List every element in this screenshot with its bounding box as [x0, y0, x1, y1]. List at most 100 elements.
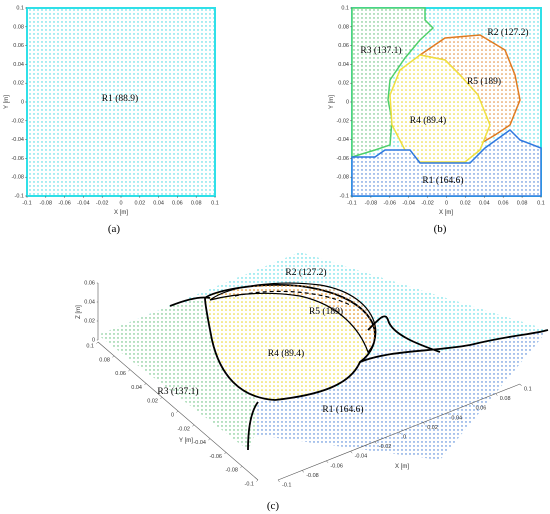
y-tick-label: 0.04: [131, 385, 142, 391]
panel-label: (b): [434, 223, 447, 235]
y-tick-label: 0: [171, 412, 174, 418]
y-tick-label: -0.02: [11, 118, 24, 124]
x-tick-label: 0.06: [172, 200, 183, 206]
y-tick-label: 0.08: [13, 24, 24, 30]
z-tick-label: 0.02: [84, 318, 95, 324]
x-tick-label: 0.08: [517, 200, 528, 206]
x-tick-label: 0.04: [451, 415, 462, 421]
z-tick-label: 0.04: [84, 299, 95, 305]
y-tick-label: -0.06: [336, 156, 349, 162]
x-tick-label: 0.08: [500, 396, 511, 402]
y-tick: [144, 383, 147, 386]
x-tick-label: -0.06: [384, 200, 397, 206]
y-tick-label: 0.04: [338, 62, 349, 68]
y-tick-label: -0.02: [336, 118, 349, 124]
x-tick-label: 0.06: [498, 200, 509, 206]
y-axis-label: Y [m]: [4, 95, 10, 109]
y-tick-label: -0.06: [209, 454, 222, 460]
y-tick: [256, 479, 259, 482]
panel-label: (c): [267, 500, 280, 512]
region-label: R1 (88.9): [102, 93, 138, 104]
y-tick: [240, 466, 243, 468]
y-tick-label: -0.06: [11, 156, 24, 162]
region-r5: [209, 282, 377, 354]
x-tick-label: 0.1: [211, 200, 219, 206]
region-label: R4 (89.4): [268, 348, 304, 359]
y-tick-label: 0.06: [13, 43, 24, 49]
region-r5: [420, 35, 520, 145]
x-tick-label: 0.04: [153, 200, 164, 206]
x-tick-label: -0.08: [365, 200, 378, 206]
y-tick-label: -0.08: [225, 468, 238, 474]
x-tick-label: 0: [119, 200, 122, 206]
boundary: [169, 296, 549, 451]
panel-label: (a): [108, 223, 121, 235]
y-tick-label: -0.1: [15, 193, 24, 199]
region-label: R4 (89.4): [410, 115, 446, 126]
y-tick: [176, 410, 179, 413]
y-tick-label: 0.1: [86, 343, 94, 349]
x-tick-label: -0.1: [282, 482, 291, 488]
y-tick-label: 0.06: [338, 43, 349, 49]
x-tick-label: -0.1: [347, 200, 356, 206]
y-axis-label: Y [m]: [179, 438, 193, 444]
z-tick-label: 0.06: [84, 280, 95, 286]
x-tick-label: 0.02: [460, 200, 471, 206]
x-tick-label: -0.06: [330, 463, 343, 469]
panel-c: R2 (127.2) R5 (189) R4 (89.4) R3 (137.1)…: [76, 252, 549, 512]
x-tick-label: 0.06: [476, 406, 487, 412]
x-tick: [302, 470, 304, 473]
region-label: R1 (164.6): [422, 175, 463, 186]
x-tick: [326, 460, 329, 463]
y-tick-label: -0.04: [193, 440, 206, 446]
y-tick-label: 0.02: [147, 399, 158, 405]
x-tick-label: -0.02: [379, 444, 392, 450]
y-tick-label: 0.1: [341, 5, 349, 11]
x-axis-label: X [m]: [395, 464, 409, 470]
x-tick-label: -0.08: [306, 473, 319, 479]
y-tick: [224, 452, 227, 455]
x-tick-label: -0.04: [402, 200, 415, 206]
panel-b: R1 (164.6) R2 (127.2) R3 (137.1) R4 (89.…: [329, 5, 545, 235]
y-tick-label: 0.1: [16, 5, 24, 11]
y-tick-label: 0: [346, 99, 349, 105]
z-axis-label: Z [m]: [76, 305, 82, 319]
region-r3: [351, 7, 435, 159]
y-tick: [128, 369, 131, 372]
region-label: R5 (189): [309, 306, 343, 317]
x-tick-label: 0.02: [134, 200, 145, 206]
y-tick-label: 0.06: [115, 371, 126, 377]
y-tick-label: -0.04: [336, 137, 349, 143]
x-tick-label: 0: [445, 200, 448, 206]
x-tick: [423, 422, 425, 425]
x-tick: [374, 441, 377, 444]
y-tick-label: 0: [21, 99, 24, 105]
z-tick-label: 0: [92, 337, 95, 343]
y-tick: [192, 424, 195, 427]
x-tick: [471, 403, 474, 406]
y-tick: [112, 355, 115, 358]
y-tick-label: 0.02: [338, 81, 349, 87]
region-r1: [26, 7, 216, 197]
y-tick-label: -0.1: [340, 193, 349, 199]
region-r3: [98, 298, 258, 450]
x-tick-label: 0.04: [479, 200, 490, 206]
x-tick: [447, 412, 450, 415]
x-tick: [398, 431, 401, 435]
y-axis-label: Y [m]: [329, 95, 335, 109]
x-tick-label: -0.02: [96, 200, 109, 206]
x-tick-label: 0.02: [427, 425, 438, 431]
x-tick: [519, 383, 522, 387]
y-tick-label: -0.02: [177, 426, 190, 432]
x-tick-label: -0.08: [40, 200, 53, 206]
region-label: R1 (164.6): [322, 404, 363, 415]
x-tick-label: -0.06: [58, 200, 71, 206]
x-tick-label: 0.1: [524, 386, 532, 392]
region-label: R2 (127.2): [285, 267, 326, 278]
y-tick-label: 0.08: [338, 24, 349, 30]
panel-a: R1 (88.9) X [m] Y [m] (a) -0.1 -0.08 -0.06…: [4, 5, 219, 235]
x-tick-label: -0.1: [22, 200, 31, 206]
region-label: R2 (127.2): [487, 27, 528, 38]
boundary: [234, 290, 351, 306]
